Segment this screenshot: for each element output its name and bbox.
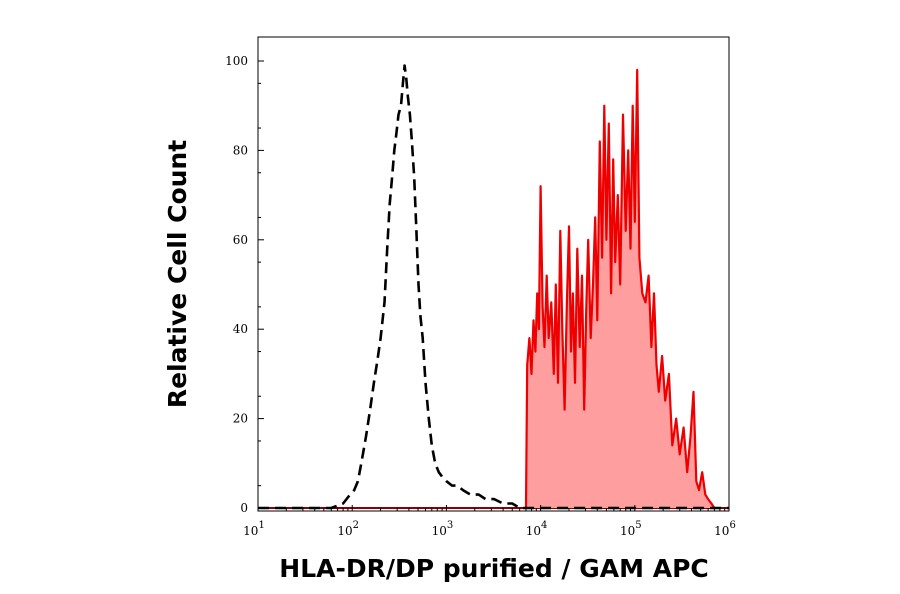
stained-histogram-line [524, 68, 716, 509]
y-axis: 0 20 40 60 80 100 [225, 54, 264, 515]
x-tick-label-2: 102 [337, 520, 359, 538]
y-tick-label-60: 60 [233, 233, 248, 247]
y-tick-label-100: 100 [225, 54, 248, 68]
stained-histogram-fill [526, 69, 715, 509]
isotype-control-histogram-line [258, 64, 729, 510]
y-tick-label-20: 20 [233, 412, 248, 426]
y-axis-title: Relative Cell Count [163, 140, 192, 408]
x-tick-label-4: 104 [526, 520, 548, 538]
x-axis-title: HLA-DR/DP purified / GAM APC [279, 554, 708, 583]
x-tick-label-5: 105 [620, 520, 642, 538]
x-tick-label-6: 106 [714, 520, 736, 538]
y-tick-label-80: 80 [233, 143, 248, 157]
x-tick-label-3: 103 [432, 520, 454, 538]
plot-area [258, 64, 729, 510]
x-tick-label-1: 101 [243, 520, 265, 538]
plot-frame [257, 36, 730, 512]
y-tick-label-0: 0 [240, 501, 248, 515]
x-axis: 101 102 103 104 105 106 [243, 505, 736, 538]
y-tick-label-40: 40 [233, 322, 248, 336]
